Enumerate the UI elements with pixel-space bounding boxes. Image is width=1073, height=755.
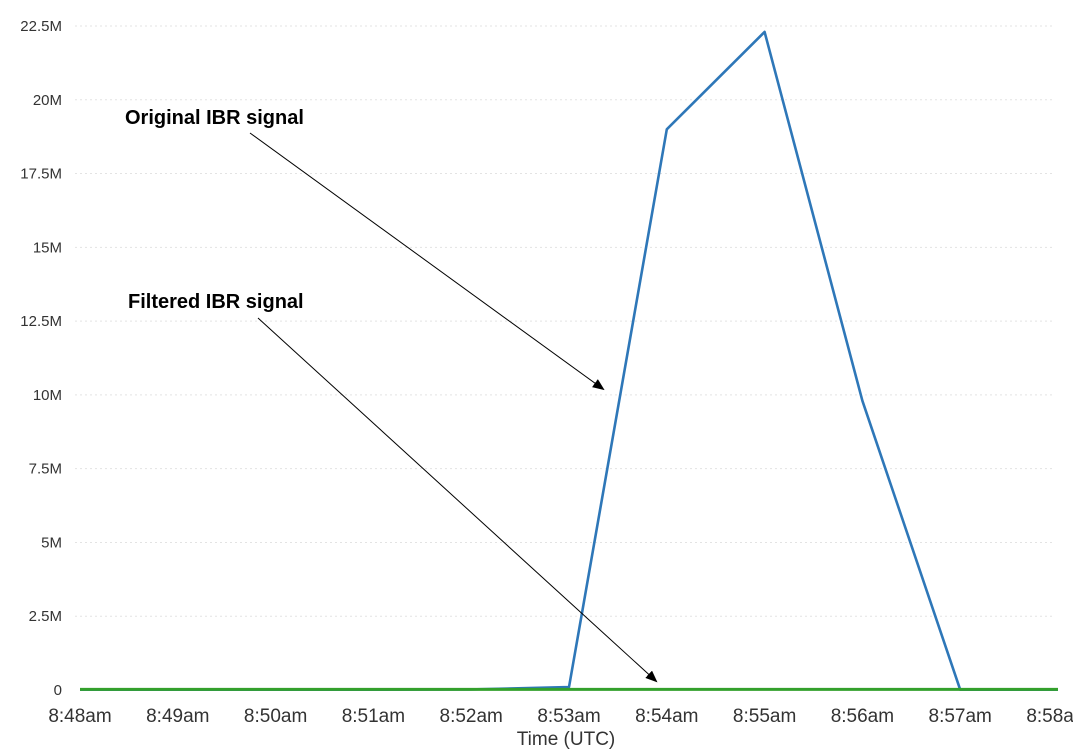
- annotations: Original IBR signal Filtered IBR signal: [125, 107, 658, 683]
- y-tick-label: 12.5M: [20, 313, 62, 330]
- y-tick-label: 7.5M: [29, 461, 62, 478]
- x-tick-label: 8:55am: [733, 706, 796, 727]
- x-tick-label: 8:58am: [1026, 706, 1073, 727]
- x-tick-label: 8:53am: [537, 706, 600, 727]
- x-axis-ticks: 8:48am 8:49am 8:50am 8:51am 8:52am 8:53am 8:54…: [48, 706, 1073, 727]
- x-tick-label: 8:49am: [146, 706, 209, 727]
- series-line-original: [80, 30, 1058, 692]
- grid-lines: [75, 25, 1053, 617]
- x-tick-label: 8:57am: [929, 706, 992, 727]
- y-axis-ticks: 0 2.5M 5M 7.5M 10M 12.5M 15M 17.5M 20M 22.5M: [20, 18, 62, 699]
- annotation-label: Filtered IBR signal: [128, 291, 304, 313]
- x-tick-label: 8:54am: [635, 706, 698, 727]
- y-tick-label: 5M: [41, 534, 62, 551]
- y-tick-label: 10M: [33, 387, 62, 404]
- x-tick-label: 8:56am: [831, 706, 894, 727]
- annotation-arrow: [249, 132, 605, 391]
- series-lines: [80, 30, 1058, 692]
- y-tick-label: 15M: [33, 239, 62, 256]
- x-tick-label: 8:51am: [342, 706, 405, 727]
- y-tick-label: 20M: [33, 92, 62, 109]
- annotation-label: Original IBR signal: [125, 107, 304, 129]
- y-tick-label: 0: [54, 682, 62, 699]
- y-tick-label: 17.5M: [20, 166, 62, 183]
- y-tick-label: 22.5M: [20, 18, 62, 35]
- x-tick-label: 8:50am: [244, 706, 307, 727]
- x-tick-label: 8:48am: [48, 706, 111, 727]
- x-axis-label: Time (UTC): [517, 729, 616, 750]
- y-tick-label: 2.5M: [29, 608, 62, 625]
- annotation-arrow: [257, 317, 658, 683]
- x-tick-label: 8:52am: [440, 706, 503, 727]
